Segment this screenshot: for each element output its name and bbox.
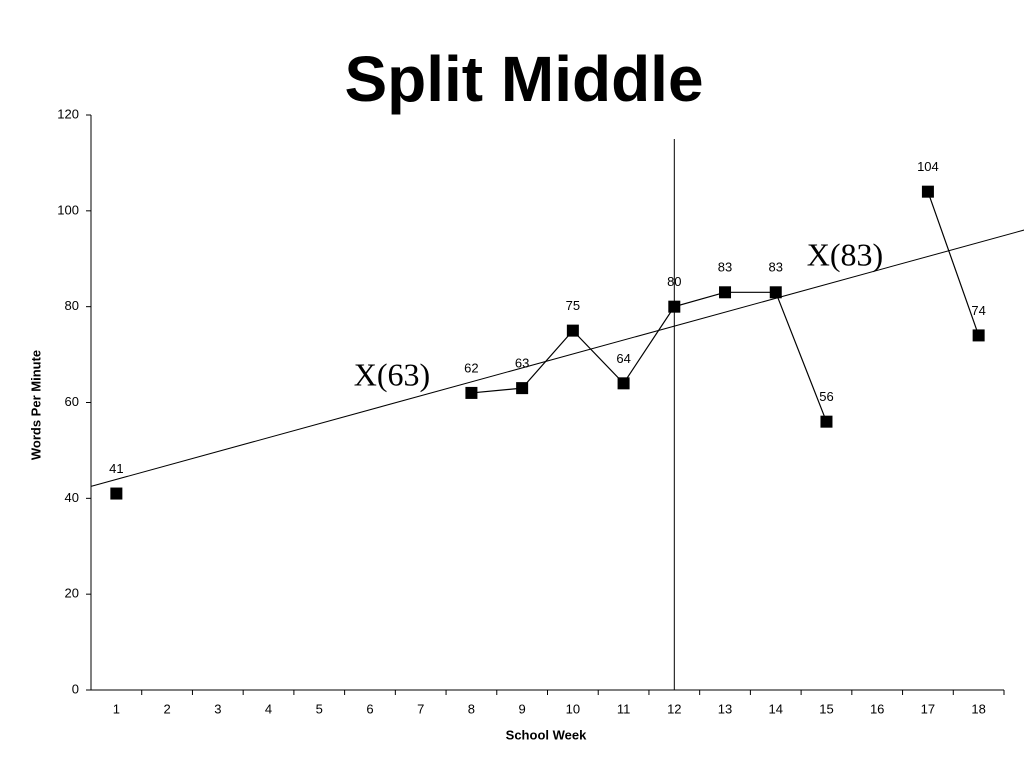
- x-tick-label: 4: [265, 701, 272, 716]
- marker: [566, 324, 579, 337]
- annotation: X(83): [807, 236, 883, 272]
- y-tick-label: 20: [65, 586, 79, 601]
- data-label: 75: [566, 298, 580, 313]
- x-tick-label: 10: [566, 701, 580, 716]
- x-tick-label: 12: [667, 701, 681, 716]
- data-label: 83: [769, 260, 783, 275]
- x-tick-label: 8: [468, 701, 475, 716]
- y-tick-label: 0: [72, 681, 79, 696]
- marker: [972, 329, 985, 342]
- x-axis-label: School Week: [506, 727, 587, 742]
- marker: [820, 415, 833, 428]
- x-tick-label: 9: [519, 701, 526, 716]
- data-label: 62: [464, 360, 478, 375]
- x-tick-label: 15: [819, 701, 833, 716]
- x-tick-label: 18: [971, 701, 985, 716]
- series-line: [471, 291, 828, 422]
- y-tick-label: 40: [65, 490, 79, 505]
- x-tick-label: 3: [214, 701, 221, 716]
- marker: [921, 185, 934, 198]
- series-line: [927, 191, 980, 336]
- x-tick-label: 11: [617, 701, 631, 716]
- marker: [769, 286, 782, 299]
- marker: [668, 300, 681, 313]
- y-tick-label: 60: [65, 394, 79, 409]
- x-tick-label: 13: [718, 701, 732, 716]
- data-label: 41: [109, 461, 123, 476]
- data-label: 56: [819, 389, 833, 404]
- data-label: 74: [971, 303, 985, 318]
- x-tick-label: 17: [921, 701, 935, 716]
- data-label: 80: [667, 274, 681, 289]
- marker: [719, 286, 732, 299]
- x-tick-label: 5: [316, 701, 323, 716]
- data-label: 83: [718, 260, 732, 275]
- y-tick-label: 120: [57, 106, 79, 121]
- data-label: 64: [616, 351, 630, 366]
- trend-line: [90, 229, 1024, 487]
- data-label: 104: [917, 159, 939, 174]
- y-tick-label: 100: [57, 202, 79, 217]
- x-tick-label: 2: [163, 701, 170, 716]
- chart-title: Split Middle: [344, 43, 703, 115]
- x-tick-label: 7: [417, 701, 424, 716]
- annotation: X(63): [354, 356, 430, 392]
- marker: [465, 386, 478, 399]
- x-tick-label: 6: [366, 701, 373, 716]
- x-tick-label: 16: [870, 701, 884, 716]
- marker: [110, 487, 123, 500]
- data-label: 63: [515, 356, 529, 371]
- x-tick-label: 14: [769, 701, 783, 716]
- x-tick-label: 1: [113, 701, 120, 716]
- y-tick-label: 80: [65, 298, 79, 313]
- marker: [617, 377, 630, 390]
- marker: [516, 382, 529, 395]
- y-axis-label: Words Per Minute: [28, 350, 43, 460]
